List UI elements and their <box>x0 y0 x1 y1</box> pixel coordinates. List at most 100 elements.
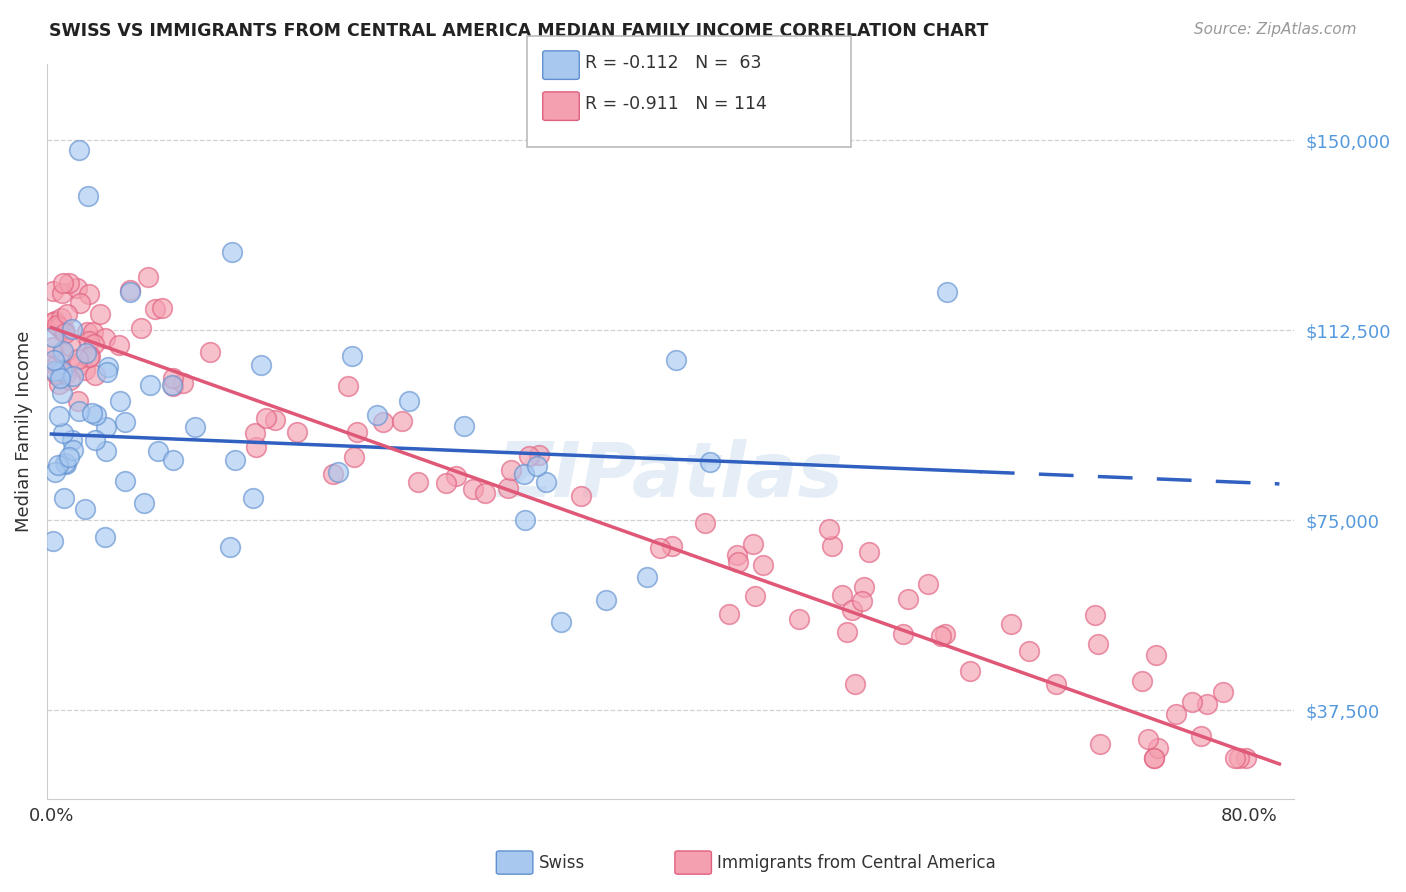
Point <box>69 295 91 310</box>
Point <box>1143 751 1166 765</box>
Point <box>58 450 80 464</box>
Point <box>322 467 344 481</box>
Point <box>513 513 536 527</box>
Point <box>77 286 100 301</box>
Point <box>51 364 73 378</box>
Point <box>752 558 775 572</box>
Point <box>53 456 76 470</box>
Point <box>139 378 162 392</box>
Point <box>725 549 748 563</box>
Point <box>534 475 557 490</box>
Point <box>550 615 572 629</box>
Point <box>114 475 136 489</box>
Point <box>75 502 97 516</box>
Point <box>328 465 350 479</box>
Point <box>340 349 363 363</box>
Point <box>936 285 959 299</box>
Text: SWISS VS IMMIGRANTS FROM CENTRAL AMERICA MEDIAN FAMILY INCOME CORRELATION CHART: SWISS VS IMMIGRANTS FROM CENTRAL AMERICA… <box>49 22 988 40</box>
Point <box>162 379 184 393</box>
Point <box>45 368 67 382</box>
Point <box>44 313 66 327</box>
Point <box>835 625 858 640</box>
Point <box>250 358 273 372</box>
Point <box>264 412 287 426</box>
Point <box>67 404 90 418</box>
Point <box>1181 695 1204 709</box>
Point <box>48 376 70 391</box>
Point <box>162 452 184 467</box>
Point <box>699 455 721 469</box>
Point <box>1212 685 1234 699</box>
Point <box>1144 648 1167 662</box>
Point <box>79 349 101 363</box>
Point <box>136 270 159 285</box>
Point <box>67 393 90 408</box>
Point <box>42 284 65 298</box>
Point <box>934 627 956 641</box>
Point <box>1045 677 1067 691</box>
Point <box>391 414 413 428</box>
Point <box>200 345 222 359</box>
Point <box>371 415 394 429</box>
Point <box>1136 731 1159 746</box>
Point <box>242 491 264 506</box>
Point <box>512 467 534 481</box>
Point <box>52 426 75 441</box>
Point <box>42 356 65 370</box>
Point <box>56 307 79 321</box>
Point <box>52 343 75 358</box>
Point <box>48 409 70 423</box>
Point <box>343 450 366 465</box>
Point <box>218 541 240 555</box>
Point <box>893 627 915 641</box>
Point <box>1000 616 1022 631</box>
Point <box>42 330 65 344</box>
Point <box>76 189 98 203</box>
Point <box>44 353 66 368</box>
Point <box>406 475 429 489</box>
Point <box>398 393 420 408</box>
Y-axis label: Median Family Income: Median Family Income <box>15 331 32 533</box>
Point <box>52 491 75 506</box>
Point <box>46 458 69 472</box>
Point <box>917 577 939 591</box>
Point <box>42 340 65 354</box>
Point <box>1227 751 1250 765</box>
Point <box>94 330 117 344</box>
Point <box>132 496 155 510</box>
Point <box>461 482 484 496</box>
Point <box>84 368 107 382</box>
Point <box>820 539 842 553</box>
Point <box>571 489 593 503</box>
Point <box>517 449 540 463</box>
Point <box>474 486 496 500</box>
Point <box>48 320 70 334</box>
Point <box>62 368 84 383</box>
Point <box>366 408 388 422</box>
Point <box>254 411 277 425</box>
Point <box>337 379 360 393</box>
Point <box>42 534 65 549</box>
Point <box>110 394 132 409</box>
Point <box>434 476 457 491</box>
Point <box>60 434 83 448</box>
Point <box>42 315 65 329</box>
Point <box>243 426 266 441</box>
Point <box>717 607 740 622</box>
Point <box>527 448 550 462</box>
Point <box>83 337 105 351</box>
Point <box>51 386 73 401</box>
Point <box>77 334 100 348</box>
Point <box>51 286 73 301</box>
Point <box>59 339 82 353</box>
Point <box>496 481 519 495</box>
Point <box>648 541 671 555</box>
Point <box>150 301 173 315</box>
Text: Immigrants from Central America: Immigrants from Central America <box>717 854 995 871</box>
Point <box>853 580 876 594</box>
Point <box>526 458 548 473</box>
Point <box>221 244 243 259</box>
Point <box>346 425 368 439</box>
Point <box>831 588 853 602</box>
Point <box>66 352 89 367</box>
